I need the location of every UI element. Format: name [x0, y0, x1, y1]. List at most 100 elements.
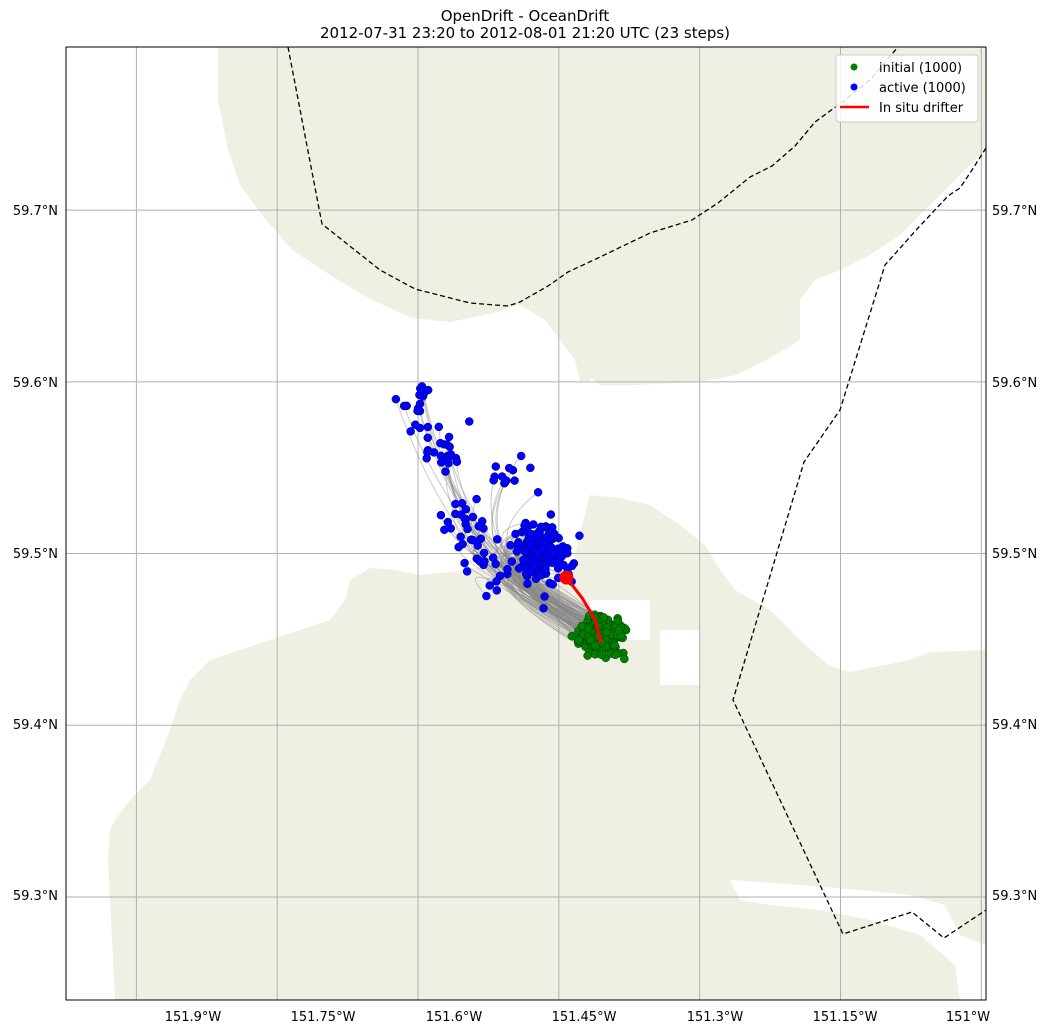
particle-trajectory	[419, 410, 613, 641]
active-particle	[415, 423, 425, 433]
active-particle	[462, 567, 472, 576]
active-particle	[423, 433, 432, 443]
active-particle	[446, 450, 456, 459]
water-south	[730, 880, 986, 1000]
y-tick-label-right: 59.3°N	[992, 889, 1037, 904]
x-tick-label: 151.75°W	[291, 1010, 356, 1025]
active-particle	[529, 560, 539, 570]
particle-trajectory	[512, 561, 606, 630]
active-particle	[540, 592, 549, 601]
chart-subtitle: 2012-07-31 23:20 to 2012-08-01 21:20 UTC…	[319, 24, 731, 42]
active-particles	[391, 382, 584, 613]
active-particle	[492, 577, 501, 586]
particle-trajectory	[473, 545, 600, 624]
active-particle	[535, 571, 544, 580]
active-particle	[452, 457, 462, 467]
active-particle	[473, 541, 482, 550]
particle-trajectory	[506, 553, 607, 622]
active-particle	[472, 494, 481, 504]
particle-trajectory	[493, 544, 596, 627]
active-particle	[485, 581, 495, 590]
active-particle	[468, 512, 478, 522]
active-particle	[491, 559, 500, 569]
active-particle	[436, 438, 445, 448]
active-particle	[436, 458, 446, 467]
active-particle	[474, 522, 483, 531]
initial-particle	[613, 616, 623, 626]
active-particle	[514, 564, 524, 573]
particle-trajectory	[495, 469, 604, 628]
active-particle	[441, 467, 450, 476]
y-tick-label-right: 59.5°N	[992, 547, 1037, 562]
active-particle	[534, 530, 543, 539]
active-particle	[413, 406, 422, 416]
active-particle	[461, 505, 471, 514]
initial-particle	[610, 640, 619, 650]
active-particle	[503, 564, 512, 574]
active-particle	[516, 451, 526, 461]
in-situ-drifter	[559, 570, 603, 644]
active-particle	[546, 542, 555, 552]
active-particle	[460, 558, 469, 568]
active-particle	[423, 448, 432, 457]
active-particle	[415, 399, 425, 409]
initial-particle	[597, 650, 606, 660]
active-particle	[545, 578, 554, 588]
active-particle	[463, 524, 472, 534]
particle-trajectory	[448, 436, 603, 639]
active-particle	[493, 535, 502, 544]
legend-drifter-label: In situ drifter	[879, 101, 964, 116]
drifter-position-marker	[559, 570, 574, 585]
particle-trajectory	[454, 513, 609, 621]
x-tick-label: 151°W	[946, 1010, 990, 1025]
particle-trajectory	[447, 455, 603, 633]
y-tick-label-left: 59.6°N	[13, 376, 58, 391]
active-particle	[468, 535, 478, 545]
active-particle	[434, 422, 444, 432]
active-particle	[546, 510, 556, 519]
active-particle	[497, 472, 507, 481]
active-particle	[520, 547, 530, 556]
particle-trajectory	[521, 583, 603, 635]
particle-trajectory	[501, 522, 614, 643]
active-particle	[492, 586, 502, 595]
active-particle	[575, 531, 584, 540]
legend-box	[835, 54, 979, 123]
active-particle	[482, 591, 491, 601]
y-tick-label-left: 59.5°N	[13, 547, 58, 562]
land-north	[218, 47, 986, 381]
active-particle	[479, 548, 489, 558]
initial-particle	[620, 654, 629, 664]
active-particle	[456, 532, 465, 541]
x-tick-label: 151.9°W	[165, 1010, 222, 1025]
chart-title: OpenDrift - OceanDrift	[440, 7, 610, 25]
active-particle	[423, 385, 433, 395]
legend-initial-label: initial (1000)	[879, 61, 962, 76]
y-tick-label-left: 59.4°N	[13, 718, 58, 733]
boundary-lines	[287, 47, 986, 939]
legend: initial (1000) active (1000) In situ dri…	[835, 54, 979, 123]
initial-particle	[614, 625, 624, 635]
active-particle	[480, 556, 489, 566]
particle-trajectory	[500, 559, 585, 642]
active-particle	[443, 517, 453, 527]
y-tick-labels-right: 59.3°N 59.4°N 59.5°N 59.6°N 59.7°N	[992, 204, 1037, 904]
y-tick-labels-left: 59.3°N 59.4°N 59.5°N 59.6°N 59.7°N	[13, 204, 58, 904]
x-tick-label: 151.45°W	[552, 1010, 617, 1025]
active-particle	[458, 539, 467, 549]
active-particle	[504, 463, 514, 473]
legend-active-marker	[850, 83, 858, 91]
boundary-north	[287, 47, 899, 307]
y-tick-label-left: 59.7°N	[13, 204, 58, 219]
initial-particle	[567, 631, 577, 641]
legend-active-label: active (1000)	[879, 81, 966, 96]
initial-particle	[591, 641, 600, 651]
water-east-inlet	[800, 150, 986, 560]
active-particle	[402, 401, 411, 411]
active-particle	[423, 422, 433, 432]
initial-particle	[611, 650, 620, 660]
active-particle	[533, 488, 543, 497]
active-particle	[526, 567, 536, 577]
x-tick-label: 151.15°W	[813, 1010, 878, 1025]
